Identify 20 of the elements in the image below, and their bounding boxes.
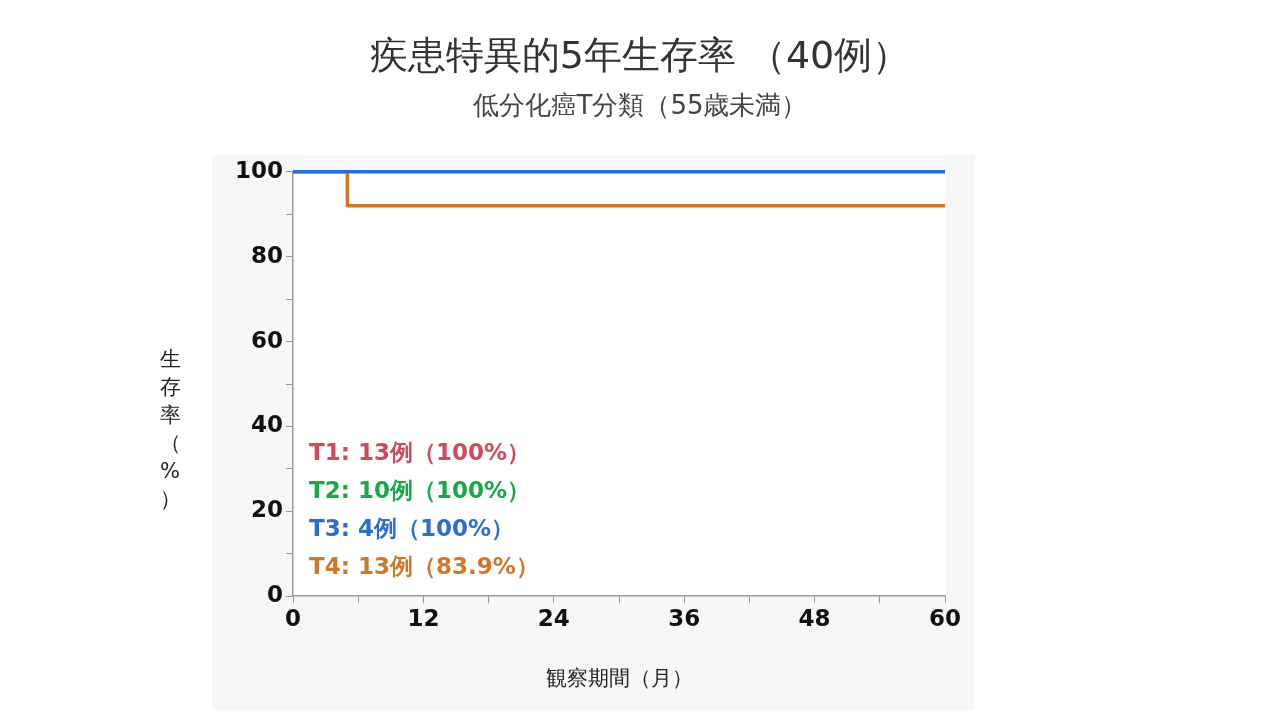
legend-label: T1: 13例（100%）: [309, 439, 530, 466]
legend-label: T2: 10例（100%）: [309, 477, 530, 504]
y-tick-label: 60: [250, 326, 284, 353]
text: T3: 4例（100%）: [309, 515, 514, 542]
y-tick-label: 0: [266, 581, 284, 608]
y-tick-label: 80: [250, 241, 284, 268]
chart-subtitle: 低分化癌T分類（55歳未満）: [471, 89, 809, 122]
y-tick-label: 100: [234, 156, 284, 183]
x-tick-label: 60: [928, 604, 962, 631]
x-tick-label: 36: [668, 604, 701, 631]
y-tick-label: 40: [250, 411, 284, 438]
x-tick-label: 12: [407, 604, 440, 631]
y-tick-label: 20: [250, 496, 284, 523]
x-tick-label: 24: [537, 604, 570, 631]
text: T4: 13例（83.9%）: [309, 553, 539, 580]
x-axis-title: 観察期間（月）: [545, 665, 693, 690]
chart-title: 疾患特異的5年生存率 （40例）: [368, 32, 912, 79]
y-axis-title: 生存率（%）: [158, 346, 182, 513]
x-tick-label: 48: [798, 604, 831, 631]
x-tick-label: 0: [285, 604, 302, 631]
